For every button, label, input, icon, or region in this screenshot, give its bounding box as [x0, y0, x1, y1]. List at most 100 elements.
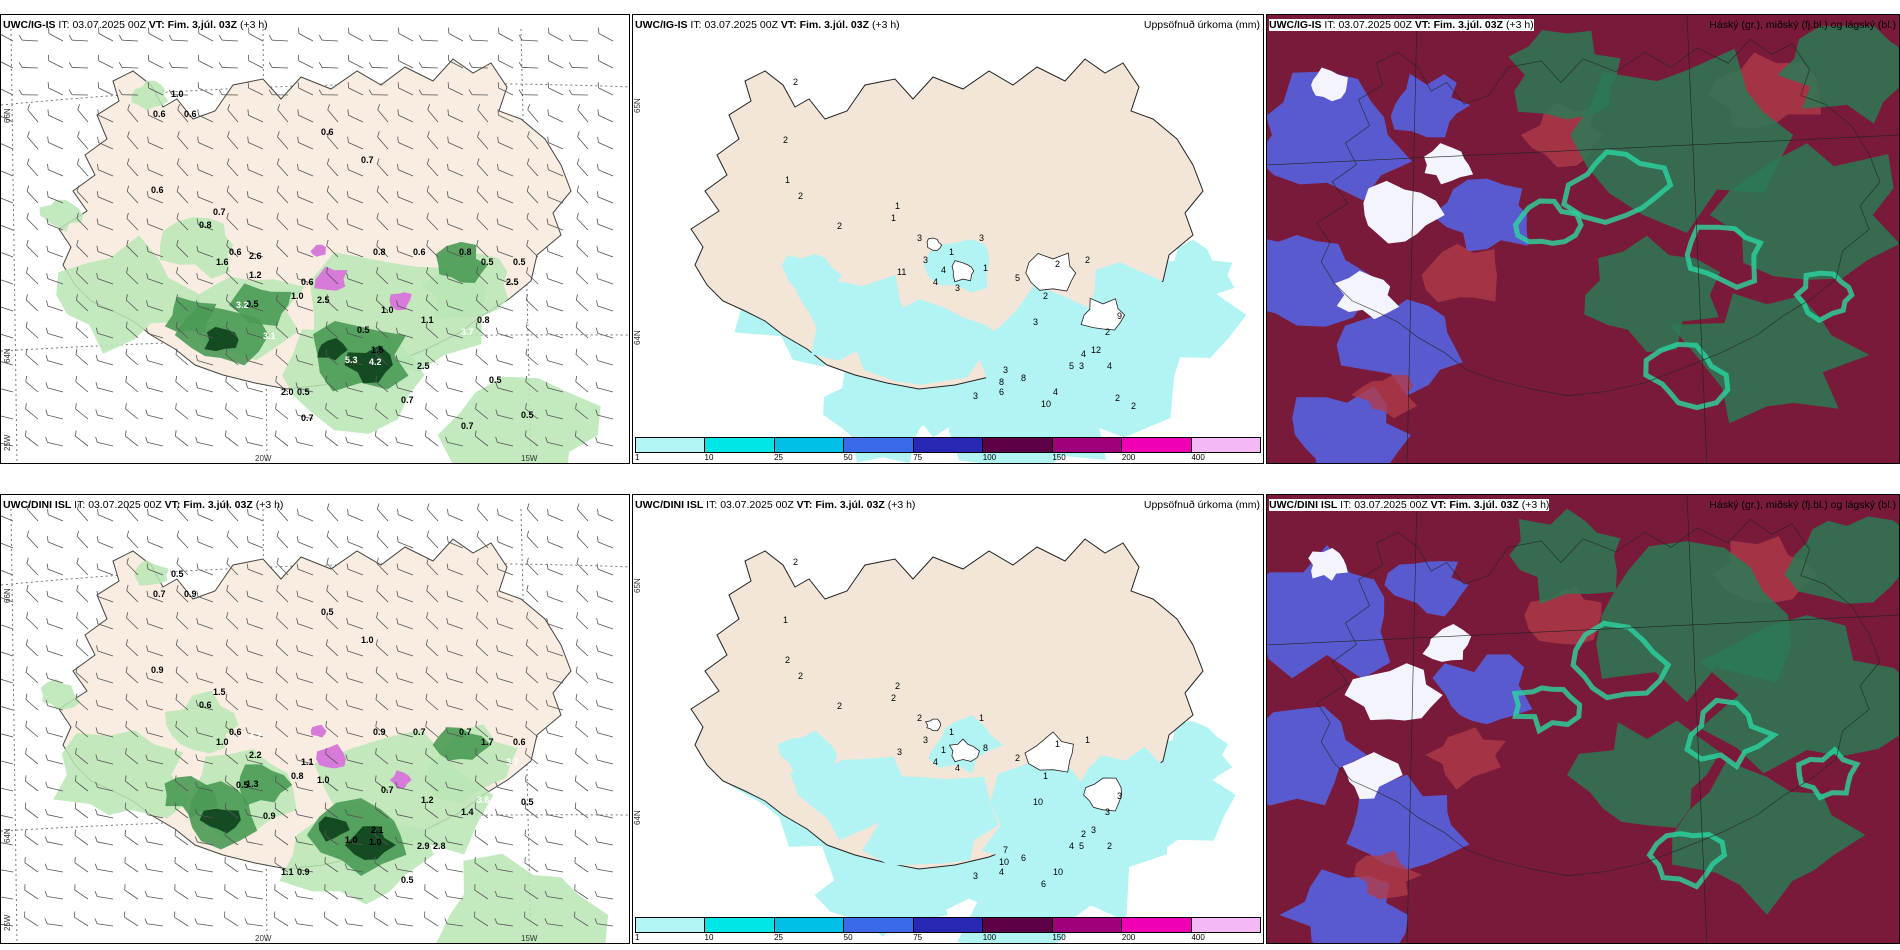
- legend-tick-label: 25: [774, 933, 784, 942]
- precip-value-label: 3.1: [263, 331, 276, 341]
- precip-value-label: 12: [1091, 345, 1102, 355]
- panel-title: Uppsöfnuð úrkoma (mm): [1143, 19, 1260, 31]
- legend-swatches: [635, 437, 1261, 453]
- axis-label: 15W: [521, 934, 538, 943]
- precip-value-label: 0.7: [301, 413, 314, 423]
- precip-value-label: 4: [933, 277, 939, 287]
- axis-label: 64N: [633, 810, 642, 825]
- precip-map: [690, 538, 1236, 943]
- panel-header: UWC/IG-IS IT: 03.07.2025 00Z VT: Fim. 3.…: [3, 19, 268, 31]
- precip-value-label: 0.8: [291, 771, 304, 781]
- precip-value-label: 10: [1033, 797, 1044, 807]
- precip-value-label: 0.5: [297, 387, 310, 397]
- legend-swatch: [705, 918, 775, 932]
- legend-tick-label: 50: [843, 453, 853, 462]
- legend-ticks: 1 10 25 50 75 100 150 200 400: [635, 453, 1261, 463]
- legend-swatch: [636, 438, 706, 452]
- precip-value-label: 1.2: [249, 270, 262, 280]
- precip-value-label: 2.2: [249, 750, 262, 760]
- precip-value-label: 2.8: [433, 841, 446, 851]
- precip-value-label: 0.5: [481, 257, 494, 267]
- precip-value-label: 0.5: [513, 257, 526, 267]
- precip-value-label: 2: [798, 191, 804, 201]
- precip-value-label: 8: [983, 743, 989, 753]
- wind-precip-panel-row1: UWC/IG-IS IT: 03.07.2025 00Z VT: Fim. 3.…: [0, 14, 630, 464]
- legend-tick-label: 1: [635, 453, 640, 462]
- precip-map: [690, 58, 1247, 463]
- legend-swatch: [705, 438, 775, 452]
- precip-value-label: 4: [1107, 361, 1113, 371]
- precip-value-label: 4: [1081, 349, 1087, 359]
- precip-value-label: 0.5: [401, 875, 414, 885]
- precip-value-label: 1.7: [481, 737, 494, 747]
- precip-value-label: 0.5: [236, 780, 249, 790]
- precip-color-legend: 1 10 25 50 75 100 150 200 400: [633, 917, 1263, 943]
- precip-value-label: 4: [933, 757, 939, 767]
- precip-value-label: 1.0: [381, 305, 394, 315]
- precip-value-label: 0.6: [321, 127, 334, 137]
- axis-label: 15W: [521, 454, 538, 463]
- panel-header: UWC/DINI ISL IT: 03.07.2025 00Z VT: Fim.…: [3, 499, 284, 511]
- precip-value-label: 0.7: [361, 155, 374, 165]
- precip-value-label: 10: [1041, 399, 1052, 409]
- precip-value-label: 2: [1105, 327, 1111, 337]
- precip-value-label: 2: [1131, 401, 1137, 411]
- precip-value-label: 1: [983, 263, 989, 273]
- precip-value-label: 5: [1079, 841, 1085, 851]
- precip-value-label: 4.7: [249, 731, 262, 741]
- legend-tick-label: 50: [843, 933, 853, 942]
- precip-value-label: 3.6: [477, 795, 490, 805]
- panel-header: UWC/DINI ISL IT: 03.07.2025 00Z VT: Fim.…: [635, 499, 916, 511]
- precip-value-label: 4.5: [521, 317, 534, 327]
- precip-value-label: 1.0: [345, 835, 358, 845]
- precip-value-label: 2: [895, 681, 901, 691]
- precip-value-label: 0.5: [489, 375, 502, 385]
- legend-tick-label: 75: [913, 453, 923, 462]
- precip-value-label: 0.6: [229, 247, 242, 257]
- axis-label: 65N: [633, 98, 642, 113]
- precip-value-label: 1.3: [246, 779, 259, 789]
- axis-label: 25W: [3, 434, 12, 451]
- precip-value-label: 3: [923, 735, 929, 745]
- precip-value-label: 1: [1085, 735, 1091, 745]
- precip-value-label: 8: [1021, 373, 1027, 383]
- legend-tick-label: 100: [982, 453, 997, 462]
- precip-value-label: 2.9: [417, 841, 430, 851]
- precip-value-label: 3: [979, 233, 985, 243]
- precip-value-label: 10: [1053, 867, 1064, 877]
- precip-value-label: 0.5: [521, 797, 534, 807]
- legend-tick-label: 25: [774, 453, 784, 462]
- precip-value-label: 2: [1115, 393, 1121, 403]
- precip-value-label: 0.9: [151, 665, 164, 675]
- precip-value-label: 1: [891, 213, 897, 223]
- precip-value-label: 2.5: [417, 361, 430, 371]
- precip-value-label: 0.6: [184, 109, 197, 119]
- precip-value-label: 2: [793, 557, 799, 567]
- legend-tick-label: 100: [982, 933, 997, 942]
- legend-tick-label: 400: [1191, 453, 1205, 462]
- precip-value-label: 4: [941, 265, 947, 275]
- precip-value-label: 0.7: [413, 727, 426, 737]
- panel-header: UWC/DINI ISL IT: 03.07.2025 00Z VT: Fim.…: [1269, 499, 1550, 511]
- precip-value-label: 0.7: [153, 589, 166, 599]
- legend-swatch: [636, 918, 706, 932]
- cloud-map: [1267, 15, 1899, 463]
- precip-value-label: 4: [1069, 841, 1075, 851]
- precip-value-label: 1.1: [421, 315, 434, 325]
- precip-value-label: 3.2: [433, 361, 446, 371]
- precip-value-label: 1: [1055, 739, 1061, 749]
- precip-value-label: 3: [973, 391, 979, 401]
- precip-value-label: 2: [1055, 259, 1061, 269]
- precip-value-label: 5: [1069, 361, 1075, 371]
- axis-label: 64N: [3, 348, 12, 363]
- precip-value-label: 2.1: [371, 825, 384, 835]
- precip-color-legend: 1 10 25 50 75 100 150 200 400: [633, 437, 1263, 463]
- axis-label: 64N: [633, 330, 642, 345]
- precip-value-label: 11: [897, 267, 907, 277]
- precip-value-label: 3.2: [236, 300, 249, 310]
- legend-swatch: [844, 918, 914, 932]
- axis-label: 20W: [255, 934, 272, 943]
- precip-value-label: 2.5: [317, 295, 330, 305]
- precip-value-label: 0.5: [357, 325, 370, 335]
- precip-value-label: 2.6: [249, 251, 262, 261]
